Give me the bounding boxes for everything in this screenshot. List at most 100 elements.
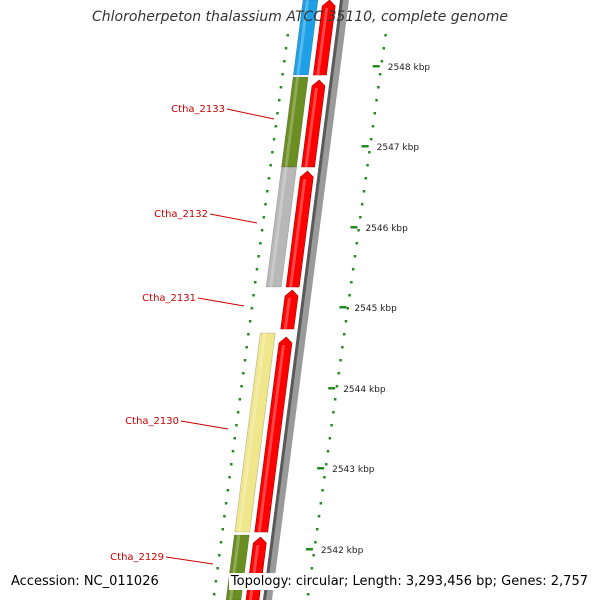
ruler-dot — [357, 229, 360, 232]
tick-dot — [274, 125, 278, 128]
tick-dot — [279, 86, 283, 89]
ruler-label: 2542 kbp — [321, 546, 364, 556]
ruler-dot — [369, 138, 373, 141]
topology-text: Topology: circular; Length: 3,293,456 bp… — [228, 573, 590, 590]
ruler-dot — [351, 268, 355, 271]
ruler-dot — [330, 424, 333, 427]
tick-dot — [231, 450, 235, 453]
ruler-dot — [341, 346, 344, 349]
tick-dot — [265, 190, 269, 193]
tick-dot — [260, 229, 264, 232]
gene-label-Ctha_2132: Ctha_2132 — [154, 209, 208, 220]
ruler-dot — [310, 567, 314, 570]
tick-dot — [228, 476, 231, 479]
ruler-labels: 2548 kbp 2547 kbp 2546 kbp 2545 kbp 2544 kbp… — [305, 63, 431, 556]
tick-dot — [218, 554, 221, 557]
gene-block-4 — [234, 332, 276, 533]
tick-marks — [212, 34, 387, 596]
tick-dot — [255, 268, 259, 271]
ruler-dot — [377, 86, 380, 89]
ruler-label: 2548 kbp — [388, 63, 431, 73]
tick-dot — [212, 593, 216, 596]
tick-dot — [281, 73, 284, 76]
tick-dot — [257, 255, 260, 258]
tick-dot — [223, 515, 226, 518]
tick-dot — [238, 398, 242, 401]
ruler-label: 2544 kbp — [343, 385, 386, 395]
tick-dot — [272, 138, 276, 141]
tick-dot — [262, 216, 266, 219]
ruler-dot — [350, 281, 353, 284]
tick-dot — [271, 151, 274, 154]
gene-leader-line — [197, 297, 245, 307]
ruler-major-tick — [317, 467, 325, 470]
ruler-dot — [306, 593, 310, 596]
tick-dot — [264, 203, 267, 206]
ruler-major-tick — [339, 306, 347, 309]
ruler-dot — [321, 489, 324, 492]
ruler-dot — [384, 34, 387, 37]
gene-label-Ctha_2129: Ctha_2129 — [110, 552, 164, 563]
ruler-dot — [380, 60, 384, 63]
ruler-dot — [314, 541, 317, 544]
ruler-dot — [315, 528, 319, 531]
tick-dot — [242, 372, 245, 375]
gene-label-Ctha_2130: Ctha_2130 — [125, 416, 179, 427]
gene-block-2 — [265, 166, 297, 288]
ruler-dot — [317, 515, 321, 518]
gene-label-Ctha_2133: Ctha_2133 — [171, 104, 225, 115]
ruler-dot — [324, 463, 328, 466]
tick-dot — [226, 489, 230, 492]
tick-dot — [236, 411, 240, 414]
gene-leader-line — [226, 108, 275, 120]
ruler-major-tick — [328, 387, 336, 390]
tick-dot — [224, 502, 228, 505]
tick-dot — [243, 359, 247, 362]
ruler-dot — [373, 112, 377, 115]
ruler-major-tick — [305, 548, 313, 551]
cds-arrow-shine — [257, 345, 285, 532]
tick-dot — [214, 580, 218, 583]
backbone-highlight — [263, 0, 343, 600]
ruler-dot — [382, 47, 385, 50]
ruler-dot — [312, 554, 315, 557]
ruler-dot — [328, 437, 332, 440]
ruler-major-tick — [361, 145, 369, 148]
ruler-dot — [375, 99, 378, 102]
ruler-dot — [319, 502, 323, 505]
ruler-dot — [342, 333, 346, 336]
tick-dot — [233, 437, 236, 440]
tick-dot — [247, 333, 250, 336]
ruler-dot — [366, 164, 369, 167]
ruler-label: 2546 kbp — [365, 224, 408, 234]
accession-text: Accession: NC_011026 — [9, 573, 161, 590]
gene-leader-line — [165, 556, 214, 565]
ruler-dot — [371, 125, 375, 128]
tick-dot — [240, 385, 243, 388]
features — [225, 0, 336, 600]
ruler-dot — [333, 398, 337, 401]
ruler-label: 2545 kbp — [354, 304, 397, 314]
tick-dot — [245, 346, 248, 349]
tick-dot — [277, 99, 281, 102]
gene-block-top — [293, 0, 319, 76]
gene-labels: Ctha_2133 Ctha_2132 Ctha_2131 Ctha_2130 Ctha… — [110, 104, 275, 565]
gene-leader-line — [209, 213, 258, 224]
ruler-dot — [364, 177, 368, 180]
tick-dot — [286, 34, 290, 37]
tick-dot — [250, 307, 254, 310]
ruler-dot — [344, 320, 348, 323]
ruler-dot — [355, 242, 359, 245]
gene-leader-line — [180, 420, 229, 430]
cds-arrow-shine — [304, 88, 318, 167]
backbone — [263, 0, 349, 600]
gene-block-top-shine — [296, 0, 309, 75]
gene-block-2-shine — [269, 167, 288, 287]
ruler-dot — [323, 476, 326, 479]
ruler-dot — [353, 255, 357, 258]
tick-dot — [276, 112, 279, 115]
ruler-dot — [326, 450, 330, 453]
ruler-dot — [359, 216, 362, 219]
tick-dot — [230, 463, 233, 466]
